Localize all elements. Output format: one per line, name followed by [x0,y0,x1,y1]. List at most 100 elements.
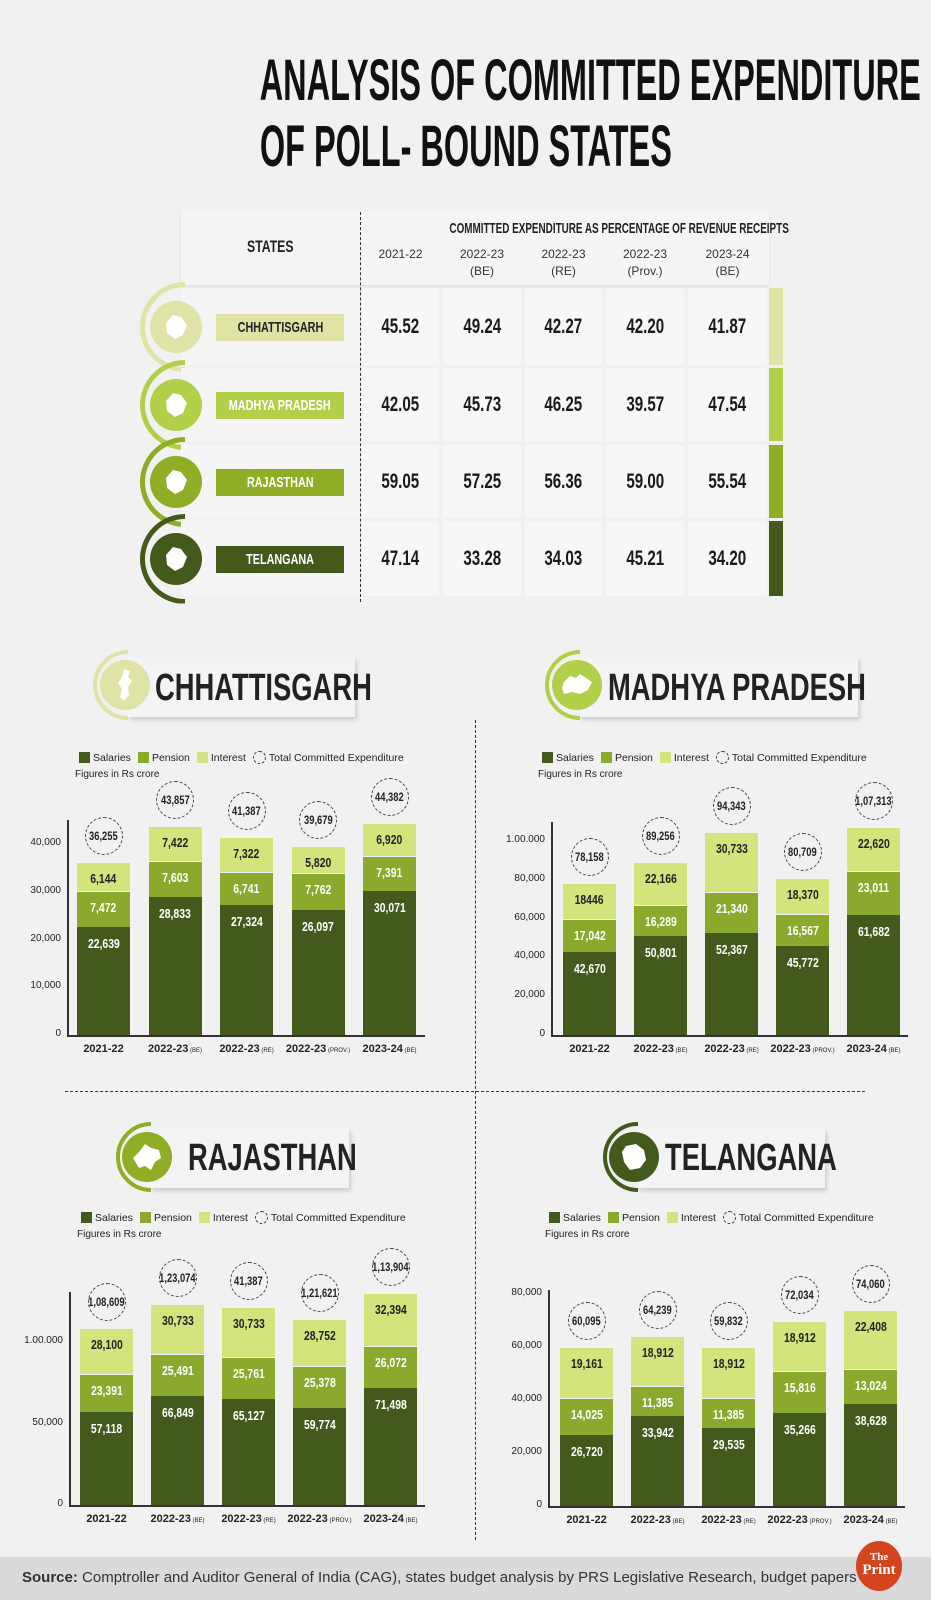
units-note: Figures in Rs crore [75,769,160,780]
bar-value-label: 13,024 [844,1378,897,1393]
bar-segment-salaries [773,1412,826,1506]
percentage-value: 57.25 [463,469,501,493]
value-text: 6,741 [233,881,260,897]
value-cell: 34.03 [525,521,602,596]
legend-label: Total Committed Expenditure [268,751,404,764]
bar-segment-interest [80,1327,133,1374]
bar-segment-salaries [220,904,273,1035]
value-text: 30,733 [232,1315,265,1331]
bar-value-label: 15,816 [773,1380,826,1395]
bar-value-label: 11,385 [702,1407,755,1422]
bar-value-label: 6,920 [363,832,416,847]
x-tick-label: 2022-23 (PROV.) [760,1514,840,1526]
bar-segment-interest [705,832,758,892]
total-value: 43,857 [160,792,190,807]
x-tick-label: 2023-24 (BE) [350,1043,430,1055]
y-tick-label: 40,000 [514,950,545,962]
bar-value-label: 26,097 [292,919,345,934]
legend-swatch-pension [137,752,149,763]
chart-legend: Salaries Pension Interest Total Committed E… [77,1211,406,1224]
legend-label: Pension [614,751,653,764]
bar-value-label: 25,378 [293,1375,346,1390]
bar-segment-salaries [702,1427,755,1506]
bar-segment-salaries [363,891,416,1035]
bar-segment-interest [151,1304,204,1355]
total-committed-expenditure-circle: 1,21,621 [300,1274,339,1313]
legend-label: Interest [210,751,246,764]
y-axis [548,1290,550,1506]
legend-label: Salaries [93,751,131,764]
x-tick-suffix: (RE) [741,1519,756,1525]
y-tick-label: 60,000 [511,1340,542,1351]
total-committed-expenditure-circle: 41,387 [227,792,266,831]
state-label: MADHYA PRADESH [216,391,344,419]
column-header: 2022-23 (RE) [523,246,604,280]
value-text: 15,816 [783,1379,816,1395]
percentage-value: 47.54 [708,392,747,416]
percentage-value: 42.05 [381,392,420,416]
bar-segment-pension [77,891,130,927]
total-committed-expenditure-circle: 41,387 [229,1261,268,1300]
column-header: 2023-24 (BE) [686,246,769,280]
y-tick-label: 20,000 [514,989,545,1001]
y-tick-label: 20,000 [511,1446,542,1457]
value-text: 71,498 [374,1397,407,1413]
x-tick-label: 2021-22 [547,1514,627,1526]
bar-value-label: 14,025 [560,1407,613,1422]
bar-segment-salaries [291,910,345,1035]
value-text: 16,567 [786,923,819,939]
column-sub: (BE) [715,264,740,278]
percentage-value: 55.54 [708,469,747,493]
state-label: TELANGANA [216,545,344,573]
bar-value-label: 50,801 [634,945,687,960]
bar-value-label: 27,324 [220,914,273,929]
bar-value-label: 22,620 [847,836,900,851]
bar-value-label: 5,820 [292,855,345,870]
column-year: 2021-22 [378,247,423,261]
bar-segment-pension [563,919,616,953]
bar-value-label: 57,118 [80,1421,133,1436]
column-sub: (Prov.) [627,264,663,278]
bar-value-label: 23,391 [80,1383,133,1398]
bar-segment-interest [364,1293,417,1346]
percentage-value: 47.14 [381,546,420,570]
bar-value-label: 16,567 [776,923,829,938]
bar-value-label: 19,161 [560,1356,613,1371]
value-text: 7,472 [90,900,117,916]
y-axis [69,1292,71,1505]
chart-title: MADHYA PRADESH [608,667,866,709]
bar-segment-interest [844,1309,897,1370]
bar-segment-pension [560,1398,613,1436]
value-text: 18446 [575,892,604,908]
bar-value-label: 30,733 [705,841,758,856]
legend-swatch-interest [196,752,208,763]
total-value: 36,255 [89,828,118,843]
bar-value-label: 7,322 [220,846,273,861]
value-text: 18,912 [641,1344,674,1360]
column-header: 2022-23 (BE) [441,246,523,280]
table-header-title: COMMITTED EXPENDITURE AS PERCENTAGE OF R… [449,220,789,237]
bar-value-label: 65,127 [222,1408,275,1423]
bar-segment-interest [220,837,273,873]
value-text: 7,762 [304,882,332,898]
value-text: 7,322 [233,846,260,862]
y-tick-label: 0 [57,1498,63,1509]
legend-swatch-interest [666,1212,678,1223]
bar-value-label: 7,762 [292,882,345,897]
bar-value-label: 61,682 [847,924,900,939]
x-tick-label: 2022-23 (BE) [138,1513,218,1525]
x-tick-year: 2023-24 [362,1043,403,1055]
x-tick-suffix: (BE) [402,1048,417,1054]
rajasthan-map-icon [150,455,202,508]
source-footer [0,1557,931,1600]
total-committed-expenditure-circle: 1,07,313 [854,781,893,820]
value-cell: 45.73 [443,368,521,441]
x-tick-year: 2022-23 [287,1513,328,1525]
x-tick-label: 2022-23 (BE) [135,1043,215,1055]
percentage-value: 56.36 [544,469,583,493]
theprint-logo: The Print [856,1541,902,1591]
bar-value-label: 32,394 [364,1302,417,1317]
source-body: Comptroller and Auditor General of India… [77,1569,857,1586]
chhattisgarh-map-icon [100,660,150,710]
x-tick-year: 2022-23 [219,1043,260,1055]
